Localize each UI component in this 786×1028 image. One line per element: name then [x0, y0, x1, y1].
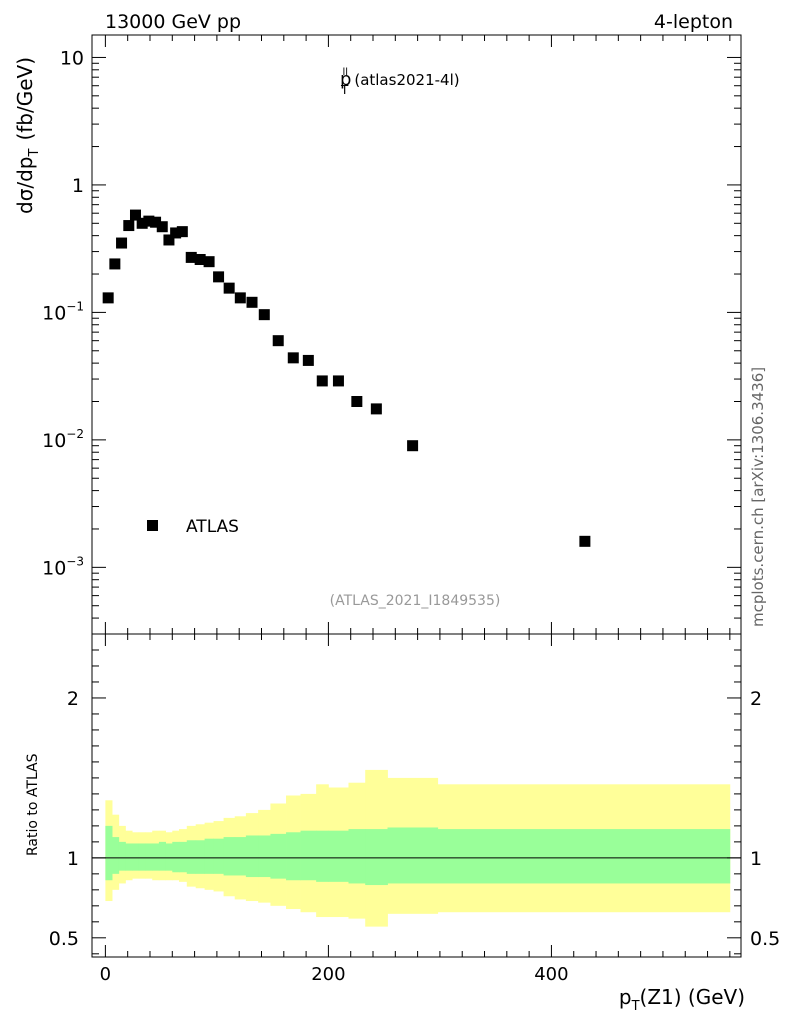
ratio-band-inner-bin: [165, 843, 173, 871]
ratio-band-inner-bin: [258, 835, 271, 878]
ratio-band-inner-bin: [234, 837, 247, 876]
ratio-band-inner-bin: [387, 827, 439, 884]
main-plot-frame: [91, 34, 742, 635]
y-tick-label: 10: [60, 47, 84, 69]
ratio-band-inner-bin: [125, 843, 133, 871]
data-point: [170, 227, 182, 239]
ratio-band-inner-bin: [152, 843, 160, 871]
x-axis-label: pT(Z1) (GeV): [619, 985, 745, 1014]
data-point: [185, 251, 197, 263]
data-point: [407, 440, 419, 452]
title-superscript: ll: [342, 67, 348, 78]
ratio-y-tick-label: 0.5: [49, 928, 79, 950]
data-point: [332, 375, 344, 387]
data-point: [234, 292, 246, 304]
main-panel: 10 1 10−1 10−2 10−3: [42, 34, 742, 635]
ratio-band-inner-bin: [213, 838, 224, 874]
ratio-band-inner-bin: [195, 840, 206, 874]
ratio-band-inner-bin: [348, 829, 366, 884]
data-point: [223, 282, 235, 294]
ratio-band-inner-bin: [118, 841, 126, 871]
ratio-band-inner-bin: [105, 825, 113, 881]
ratio-band-inner-bin: [145, 843, 153, 871]
data-point: [287, 352, 299, 364]
data-point: [351, 395, 363, 407]
legend-marker-atlas: [147, 520, 158, 531]
analysis-id: (ATLAS_2021_I1849535): [330, 593, 501, 609]
data-point: [143, 215, 155, 227]
ratio-y-tick-label: 1: [67, 848, 79, 870]
ratio-band-inner-bin: [328, 830, 349, 882]
data-point: [176, 226, 188, 238]
ratio-y-tick-label-right: 2: [750, 688, 762, 710]
data-point: [316, 375, 328, 387]
plot-title: pll T (atlas2021-4l): [340, 67, 460, 97]
data-point: [272, 335, 284, 347]
ratio-y-tick-label-right: 0.5: [750, 928, 780, 950]
x-tick-label: 400: [534, 964, 568, 985]
data-point: [163, 234, 175, 246]
ylabel-unit: (fb/GeV): [13, 57, 37, 141]
data-point: [370, 403, 382, 415]
ratio-band-inner-bin: [365, 829, 388, 886]
data-point: [203, 256, 215, 268]
channel-label: 4-lepton: [654, 11, 733, 33]
ratio-band-inner-bin: [437, 829, 731, 884]
ratio-band-inner-bin: [132, 843, 140, 871]
ratio-band-inner-bin: [286, 832, 301, 881]
title-main: p: [340, 69, 351, 90]
x-tick-label: 0: [100, 964, 111, 985]
x-tick-label: 200: [311, 964, 345, 985]
ylabel-subscript: T: [27, 149, 42, 158]
ylabel-main: dσ/dp: [13, 157, 37, 215]
ratio-y-tick-label: 2: [67, 688, 79, 710]
y-tick-label: 10−3: [42, 554, 84, 579]
xlabel-subscript: T: [631, 999, 640, 1014]
ratio-band-inner-bin: [300, 830, 317, 881]
y-tick-label: 10−2: [42, 427, 84, 452]
data-point: [136, 217, 148, 229]
ratio-band-inner-bin: [138, 843, 146, 871]
xlabel-main: p: [619, 985, 632, 1009]
data-point: [116, 237, 128, 249]
data-point: [302, 354, 314, 366]
data-point: [246, 296, 258, 308]
main-y-axis-label: dσ/dpT (fb/GeV): [13, 57, 42, 214]
y-tick-label: 1: [72, 175, 84, 197]
ratio-band-inner-bin: [316, 830, 329, 882]
ratio-band-inner-bin: [223, 837, 236, 876]
legend-label-atlas: ATLAS: [186, 517, 239, 537]
data-point: [123, 220, 135, 232]
ratio-band-inner-bin: [158, 841, 166, 871]
ratio-band-inner-bin: [186, 840, 197, 874]
ratio-y-tick-label-right: 1: [750, 848, 762, 870]
ratio-plot-frame: [91, 633, 742, 958]
ratio-panel: 0 200 400 2 2 1 1 0.5 0.5: [49, 633, 780, 985]
ratio-band-inner-bin: [178, 841, 188, 873]
title-subscript: T: [340, 83, 349, 97]
y-tick-label: 10−1: [42, 299, 84, 324]
xlabel-suffix: (Z1) (GeV): [640, 985, 745, 1009]
data-point: [102, 292, 114, 304]
title-suffix: (atlas2021-4l): [354, 71, 459, 89]
ratio-y-axis-label: Ratio to ATLAS: [25, 753, 41, 856]
ratio-band-inner-bin: [204, 838, 214, 874]
data-point: [258, 309, 270, 321]
data-point: [156, 221, 168, 233]
data-point: [109, 258, 121, 270]
data-point: [579, 535, 591, 547]
data-point: [150, 216, 162, 228]
data-point: [129, 209, 141, 221]
ratio-band-inner-bin: [245, 835, 259, 878]
data-point: [213, 271, 225, 283]
ratio-band-inner-bin: [270, 833, 287, 879]
energy-label: 13000 GeV pp: [105, 11, 241, 33]
data-point: [194, 253, 206, 265]
ratio-band-inner-bin: [112, 837, 120, 874]
side-label: mcplots.cern.ch [arXiv:1306.3436]: [749, 367, 767, 627]
ratio-band-inner-bin: [172, 841, 180, 873]
